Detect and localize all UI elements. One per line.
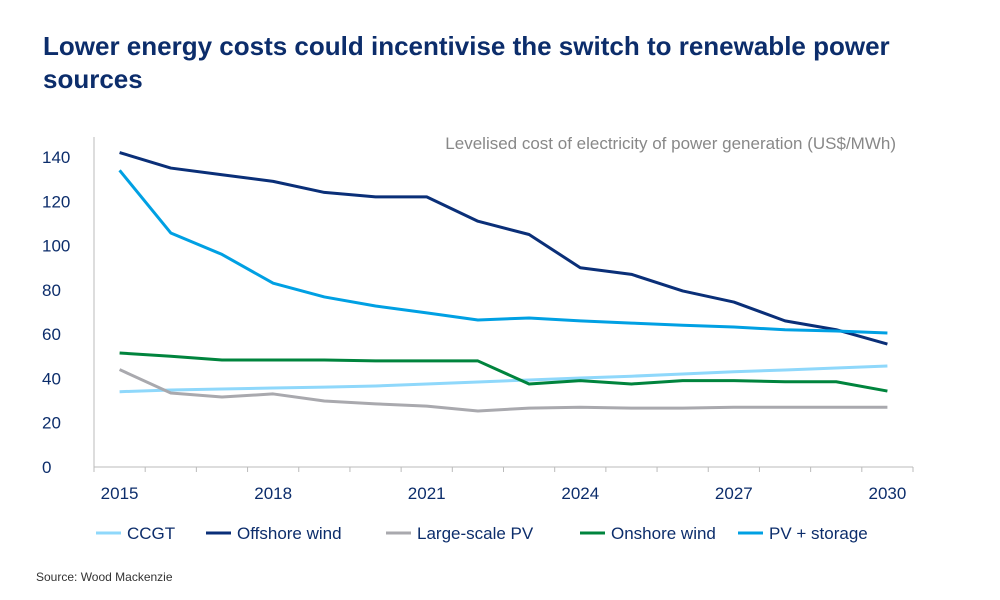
source-note: Source: Wood Mackenzie <box>36 570 173 584</box>
series-line-large-scale-pv <box>118 368 888 413</box>
legend-label: PV + storage <box>769 524 868 543</box>
series-line-pv-storage <box>118 169 888 335</box>
x-tick-label: 2024 <box>561 484 599 503</box>
legend-label: Offshore wind <box>237 524 342 543</box>
series-line-offshore-wind <box>119 151 888 346</box>
x-tick-label: 2018 <box>254 484 292 503</box>
series-line-onshore-wind <box>119 351 888 393</box>
y-tick-label: 0 <box>42 458 51 477</box>
chart-subtitle: Levelised cost of electricity of power g… <box>445 134 896 153</box>
y-tick-label: 20 <box>42 414 61 433</box>
y-tick-label: 100 <box>42 237 70 256</box>
legend-label: Onshore wind <box>611 524 716 543</box>
x-tick-label: 2027 <box>715 484 753 503</box>
y-tick-label: 120 <box>42 192 70 211</box>
series-line-ccgt <box>119 364 888 394</box>
x-tick-label: 2030 <box>868 484 906 503</box>
y-tick-label: 40 <box>42 369 61 388</box>
legend-label: CCGT <box>127 524 175 543</box>
page-title: Lower energy costs could incentivise the… <box>43 31 890 94</box>
y-tick-label: 60 <box>42 325 61 344</box>
y-tick-label: 80 <box>42 281 61 300</box>
legend-label: Large-scale PV <box>417 524 534 543</box>
x-tick-label: 2015 <box>101 484 139 503</box>
y-tick-label: 140 <box>42 148 70 167</box>
x-tick-label: 2021 <box>408 484 446 503</box>
